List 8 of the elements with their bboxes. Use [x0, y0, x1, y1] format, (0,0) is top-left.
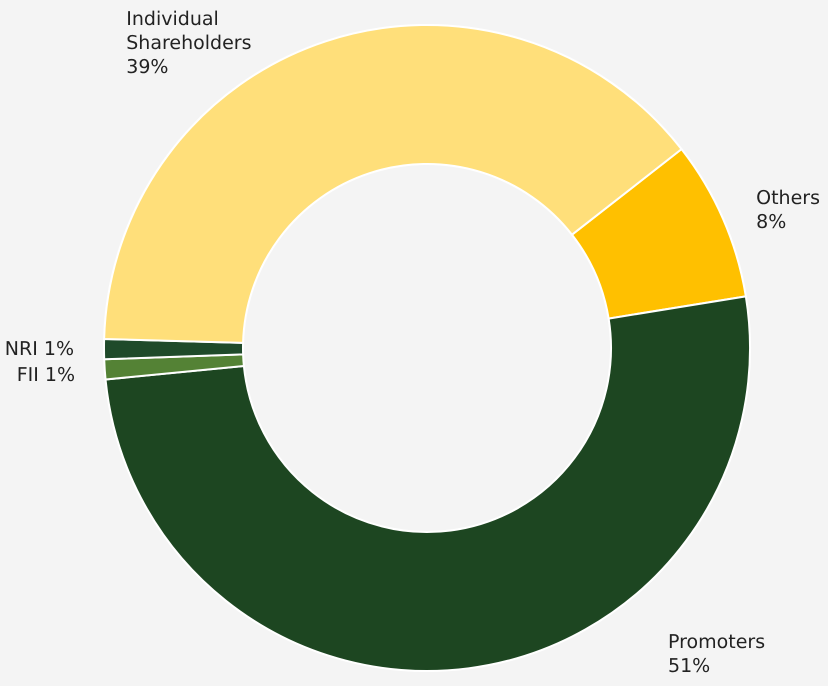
- slice-label: Others: [756, 186, 820, 209]
- data-label: 8%: [756, 210, 786, 233]
- slice-label: FII 1%: [16, 364, 76, 386]
- slice-label: Individual Shareholders: [126, 8, 252, 54]
- slice-label: NRI 1%: [4, 338, 74, 360]
- data-label: 39%: [126, 56, 168, 78]
- slice-label: Promoters: [668, 631, 766, 653]
- data-label: 51%: [668, 655, 710, 677]
